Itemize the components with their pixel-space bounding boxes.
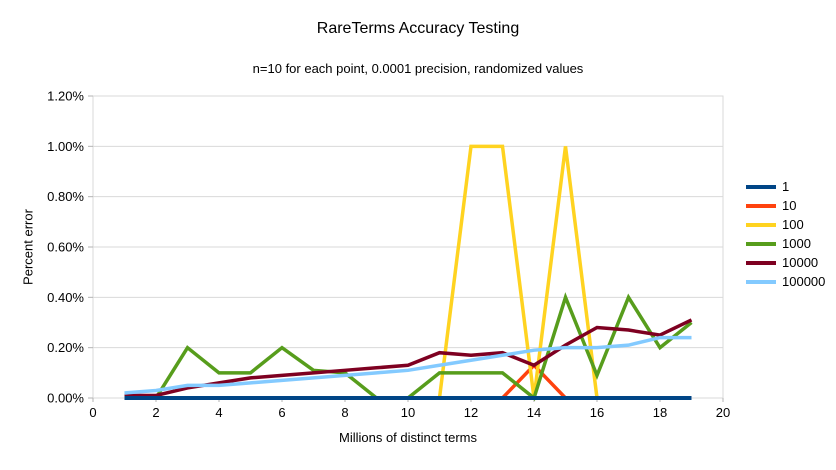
- x-tick-label: 18: [653, 405, 667, 420]
- y-tick-label: 1.20%: [47, 89, 84, 104]
- legend-label: 10: [782, 198, 797, 213]
- legend-label: 1: [782, 179, 790, 194]
- series-line-10000: [124, 318, 693, 398]
- x-tick-label: 2: [152, 405, 159, 420]
- x-tick-label: 10: [401, 405, 415, 420]
- x-tick-label: 0: [89, 405, 96, 420]
- y-axis-title: Percent error: [20, 209, 36, 285]
- chart-title: RareTerms Accuracy Testing: [316, 20, 520, 37]
- series-line-100: [124, 144, 692, 400]
- legend-item-10000: 10000: [746, 256, 825, 270]
- y-tick-label: 0.60%: [47, 240, 84, 255]
- legend-item-10: 10: [746, 199, 825, 213]
- y-tick-label: 0.00%: [47, 391, 84, 406]
- y-tick-label: 0.40%: [47, 290, 84, 305]
- legend-swatch-100: [746, 223, 776, 227]
- legend: 1 10 100 1000 10000 100000: [746, 180, 825, 289]
- legend-label: 100: [782, 217, 804, 232]
- legend-item-100: 100: [746, 218, 825, 232]
- x-tick-label: 20: [716, 405, 730, 420]
- legend-item-100000: 100000: [746, 275, 825, 289]
- legend-swatch-100000: [746, 280, 776, 284]
- x-tick-label: 16: [590, 405, 604, 420]
- legend-swatch-10: [746, 204, 776, 208]
- legend-label: 100000: [782, 274, 826, 289]
- legend-swatch-1000: [746, 242, 776, 246]
- x-tick-label: 4: [215, 405, 222, 420]
- chart-subtitle: n=10 for each point, 0.0001 precision, r…: [252, 61, 584, 76]
- y-tick-label: 1.00%: [47, 139, 84, 154]
- legend-label: 10000: [782, 255, 819, 270]
- x-axis-title: Millions of distinct terms: [339, 430, 477, 445]
- x-tick-label: 14: [527, 405, 541, 420]
- x-tick-label: 8: [341, 405, 348, 420]
- legend-label: 1000: [782, 236, 811, 251]
- series-line-100000: [124, 335, 692, 395]
- legend-swatch-10000: [746, 261, 776, 265]
- y-tick-label: 0.20%: [47, 340, 84, 355]
- x-tick-label: 6: [278, 405, 285, 420]
- legend-item-1000: 1000: [746, 237, 825, 251]
- legend-item-1: 1: [746, 180, 825, 194]
- x-tick-label: 12: [464, 405, 478, 420]
- legend-swatch-1: [746, 185, 776, 189]
- y-tick-label: 0.80%: [47, 189, 84, 204]
